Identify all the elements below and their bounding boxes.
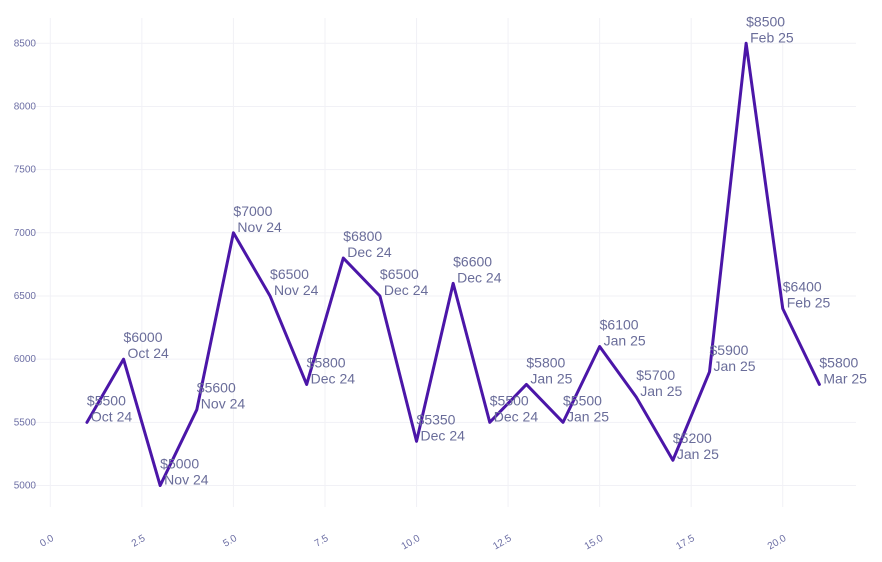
point-date-label: Nov 24	[237, 219, 282, 235]
point-price-label: $5800	[526, 354, 565, 370]
x-axis-tick-labels: 0.0 2.5 5.0 7.5 10.0 12.5 15.0 17.5 20.0	[38, 533, 788, 552]
point-date-label: Jan 25	[530, 370, 572, 386]
point-date-label: Oct 24	[128, 345, 169, 361]
vertical-gridlines	[49, 18, 784, 507]
point-date-label: Nov 24	[274, 282, 319, 298]
point-price-label: $5900	[710, 342, 749, 358]
y-tick-label: 5000	[14, 481, 37, 492]
point-price-label: $5500	[490, 392, 529, 408]
x-tick-label: 12.5	[491, 533, 514, 552]
point-price-label: $5000	[160, 456, 199, 472]
point-price-label: $5350	[417, 411, 456, 427]
y-tick-label: 5500	[14, 417, 37, 428]
point-date-label: Nov 24	[201, 396, 246, 412]
point-date-label: Dec 24	[311, 370, 356, 386]
point-date-label: Jan 25	[640, 383, 682, 399]
point-price-label: $5800	[307, 354, 346, 370]
point-date-label: Feb 25	[787, 295, 831, 311]
point-date-label: Nov 24	[164, 472, 209, 488]
point-price-label: $5600	[197, 380, 236, 396]
y-tick-label: 7500	[14, 165, 37, 176]
y-axis-tick-labels: 5000 5500 6000 6500 7000 7500 8000 8500	[14, 38, 37, 491]
point-date-label: Dec 24	[457, 269, 502, 285]
point-date-label: Jan 25	[714, 358, 756, 374]
point-date-label: Dec 24	[494, 408, 539, 424]
y-tick-label: 8500	[14, 38, 37, 49]
point-date-label: Jan 25	[567, 408, 609, 424]
y-tick-label: 6500	[14, 291, 37, 302]
point-price-label: $5500	[563, 392, 602, 408]
point-price-label: $6100	[600, 317, 639, 333]
point-price-label: $6500	[270, 266, 309, 282]
point-date-label: Dec 24	[421, 427, 466, 443]
y-tick-label: 6000	[14, 354, 37, 365]
point-price-label: $7000	[233, 203, 272, 219]
x-tick-label: 20.0	[766, 533, 789, 552]
point-date-label: Dec 24	[384, 282, 429, 298]
point-date-label: Mar 25	[823, 370, 867, 386]
x-tick-label: 2.5	[130, 533, 148, 550]
point-price-label: $6400	[783, 279, 822, 295]
point-date-label: Dec 24	[347, 244, 392, 260]
x-tick-label: 0.0	[38, 533, 56, 550]
point-price-label: $5200	[673, 430, 712, 446]
point-price-label: $6000	[124, 329, 163, 345]
point-date-label: Oct 24	[91, 408, 132, 424]
point-date-label: Feb 25	[750, 29, 794, 45]
y-tick-label: 7000	[14, 228, 37, 239]
point-price-label: $5700	[636, 367, 675, 383]
point-price-label: $8500	[746, 13, 785, 29]
x-tick-label: 5.0	[221, 533, 239, 550]
point-price-label: $6500	[380, 266, 419, 282]
point-price-label: $5500	[87, 392, 126, 408]
point-price-label: $6800	[343, 228, 382, 244]
y-tick-label: 8000	[14, 101, 37, 112]
x-tick-label: 7.5	[313, 533, 331, 550]
x-tick-label: 17.5	[674, 533, 697, 552]
x-tick-label: 10.0	[400, 533, 423, 552]
point-price-label: $6600	[453, 253, 492, 269]
point-price-label: $5800	[819, 354, 858, 370]
x-tick-label: 15.0	[583, 533, 606, 552]
price-series-line	[85, 41, 821, 488]
point-date-label: Jan 25	[677, 446, 719, 462]
point-date-label: Jan 25	[604, 333, 646, 349]
